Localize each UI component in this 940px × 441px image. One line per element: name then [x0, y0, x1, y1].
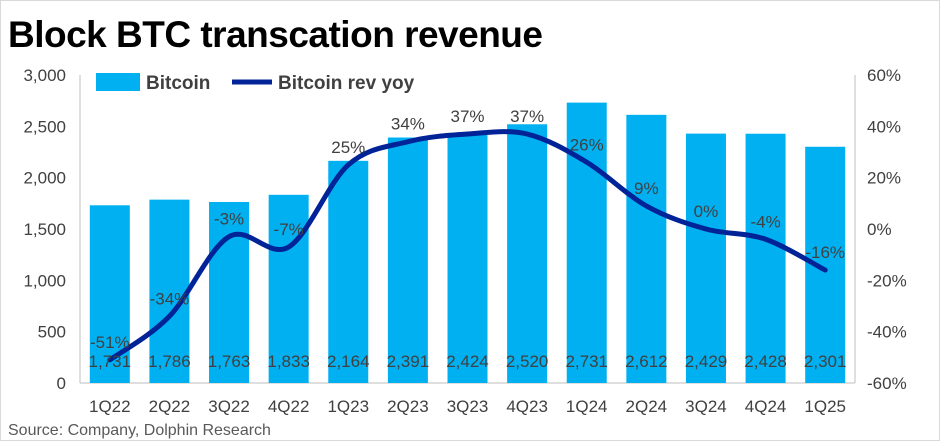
left-tick-label: 1,500	[23, 220, 66, 239]
right-tick-label: 20%	[867, 169, 901, 188]
bar-4Q24	[745, 133, 786, 383]
bar-value-label: 1,731	[89, 352, 132, 371]
bar-1Q23	[328, 160, 369, 383]
yoy-value-label: -7%	[274, 220, 304, 239]
yoy-value-label: 37%	[510, 107, 544, 126]
bar-3Q23	[447, 134, 488, 383]
right-tick-label: 60%	[867, 66, 901, 85]
bar-value-label: 2,428	[744, 352, 787, 371]
left-tick-label: 0	[57, 374, 66, 393]
x-tick-label: 3Q24	[685, 397, 727, 416]
bar-value-label: 2,164	[327, 352, 370, 371]
bar-4Q22	[268, 194, 309, 383]
x-tick-label: 4Q23	[506, 397, 548, 416]
right-tick-label: 0%	[867, 220, 892, 239]
x-tick-label: 1Q22	[89, 397, 131, 416]
bar-value-label: 2,520	[506, 352, 549, 371]
x-tick-label: 1Q25	[804, 397, 846, 416]
legend-bar-label: Bitcoin	[146, 73, 210, 94]
bar-value-label: 1,786	[148, 352, 191, 371]
bar-4Q23	[507, 124, 548, 383]
x-tick-label: 4Q24	[745, 397, 787, 416]
bar-1Q24	[566, 102, 607, 383]
yoy-value-label: 34%	[391, 115, 425, 134]
legend-line-label: Bitcoin rev yoy	[278, 73, 415, 94]
x-tick-label: 1Q23	[327, 397, 369, 416]
bar-value-label: 2,391	[387, 352, 430, 371]
right-tick-label: -40%	[867, 323, 907, 342]
bar-value-label: 1,763	[208, 352, 251, 371]
chart-title: Block BTC transcation revenue	[8, 14, 543, 55]
bar-value-label: 1,833	[267, 352, 310, 371]
yoy-value-label: -4%	[750, 212, 780, 231]
right-tick-label: -60%	[867, 374, 907, 393]
bar-value-label: 2,301	[804, 352, 847, 371]
yoy-line	[107, 129, 828, 363]
yoy-value-label: 37%	[450, 107, 484, 126]
x-tick-label: 2Q22	[149, 397, 191, 416]
x-tick-label: 2Q23	[387, 397, 429, 416]
yoy-value-label: 9%	[634, 179, 659, 198]
x-tick-label: 1Q24	[566, 397, 608, 416]
yoy-value-label: 0%	[694, 202, 719, 221]
bar-value-label: 2,731	[565, 352, 608, 371]
x-tick-label: 4Q22	[268, 397, 310, 416]
yoy-value-label: -3%	[214, 210, 244, 229]
x-tick-label: 3Q23	[447, 397, 489, 416]
left-tick-label: 3,000	[23, 66, 66, 85]
left-tick-label: 1,000	[23, 271, 66, 290]
right-tick-label: -20%	[867, 271, 907, 290]
x-tick-label: 3Q22	[208, 397, 250, 416]
bar-value-label: 2,424	[446, 352, 489, 371]
left-tick-label: 2,500	[23, 117, 66, 136]
left-tick-label: 2,000	[23, 169, 66, 188]
bar-2Q24	[626, 114, 667, 384]
source-note: Source: Company, Dolphin Research	[8, 422, 271, 439]
bar-2Q23	[387, 137, 428, 383]
bar-value-label: 2,612	[625, 352, 668, 371]
bar-2Q22	[149, 199, 190, 383]
yoy-value-label: 25%	[331, 138, 365, 157]
left-tick-label: 500	[38, 323, 66, 342]
bar-3Q24	[685, 133, 726, 383]
yoy-value-label: 26%	[570, 135, 604, 154]
yoy-value-label: -16%	[805, 243, 845, 262]
bar-3Q22	[209, 201, 250, 383]
legend-bar-swatch	[96, 73, 140, 91]
yoy-value-label: -34%	[150, 289, 190, 308]
right-tick-label: 40%	[867, 117, 901, 136]
x-tick-label: 2Q24	[626, 397, 668, 416]
yoy-value-label: -51%	[90, 333, 130, 352]
bar-value-label: 2,429	[685, 352, 728, 371]
